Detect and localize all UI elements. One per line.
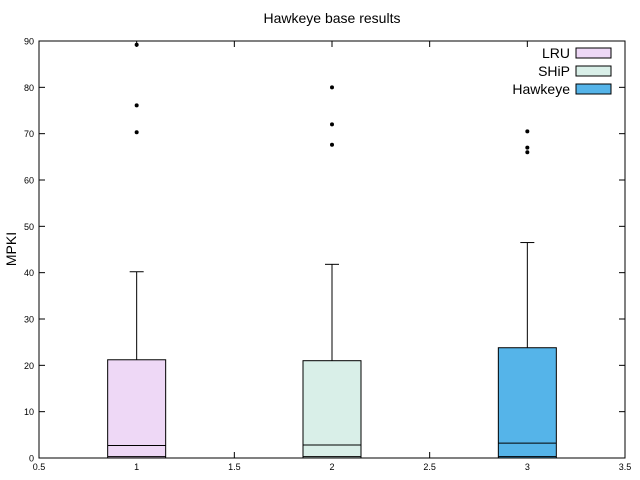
lru-outlier-point — [134, 130, 139, 135]
y-tick-label: 30 — [24, 315, 34, 325]
hawkeye-outlier-point — [525, 145, 530, 150]
legend-label-lru: LRU — [542, 45, 570, 61]
y-tick-label: 80 — [24, 83, 34, 93]
lru-outlier-point — [134, 42, 139, 47]
legend-label-ship: SHiP — [538, 63, 570, 79]
legend-swatch-ship — [575, 65, 612, 77]
ship-box — [302, 360, 362, 459]
hawkeye-box — [497, 347, 557, 459]
y-tick-label: 10 — [24, 407, 34, 417]
x-tick-label: 1.5 — [228, 462, 241, 472]
legend-swatch-hawkeye — [575, 83, 612, 95]
hawkeye-outlier-point — [525, 129, 530, 134]
ship-outlier-point — [330, 142, 334, 147]
ship-outlier-point — [330, 85, 334, 90]
plot-area: 0 10 20 30 40 50 60 70 80 90 0.5 1 1.5 2 2.5 3 3.5 LRU SHi… — [24, 37, 631, 473]
y-tick-label: 20 — [24, 361, 34, 371]
y-tick-label: 70 — [24, 129, 34, 139]
lru-box — [107, 359, 167, 459]
x-tick-label: 3.5 — [619, 462, 632, 472]
x-tick-label: 1 — [134, 462, 139, 472]
legend-swatch-lru — [575, 47, 612, 59]
y-tick-label: 90 — [24, 37, 34, 47]
x-tick-label: 3 — [525, 462, 530, 472]
ship-outlier-point — [330, 122, 334, 127]
y-tick-label: 50 — [24, 222, 34, 232]
y-tick-label: 0 — [29, 454, 34, 464]
hawkeye-outlier-point — [525, 150, 530, 155]
legend-label-hawkeye: Hawkeye — [512, 81, 570, 97]
y-axis-label: MPKI — [3, 232, 19, 266]
x-tick-label: 2.5 — [423, 462, 436, 472]
y-tick-label: 40 — [24, 268, 34, 278]
lru-outlier-point — [134, 103, 139, 108]
y-tick-label: 60 — [24, 176, 34, 186]
x-tick-label: 2 — [329, 462, 334, 472]
x-tick-label: 0.5 — [33, 462, 46, 472]
chart-title: Hawkeye base results — [264, 10, 401, 26]
